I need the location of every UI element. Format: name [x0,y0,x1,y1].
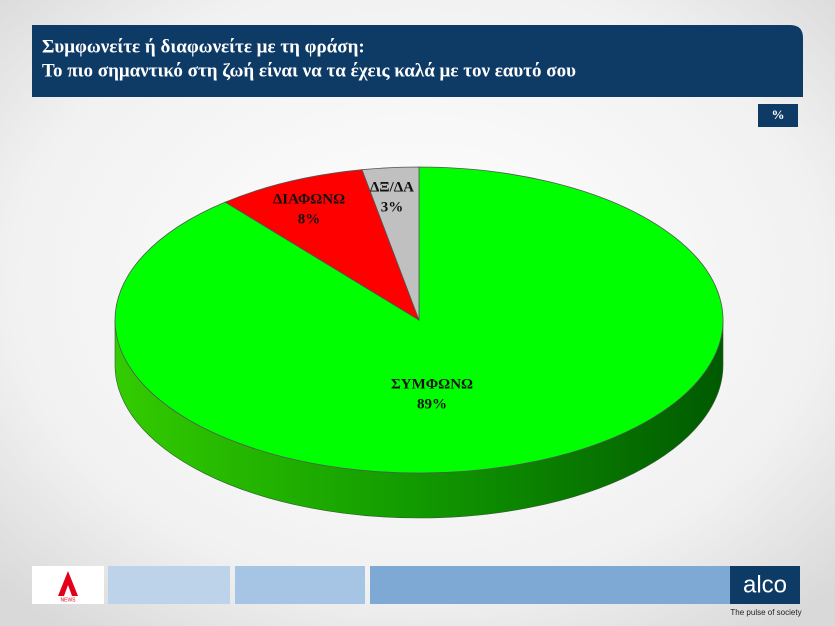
slice-value-label: 8% [298,211,321,227]
pie-slice [224,169,420,321]
chart-title: Συμφωνείτε ή διαφωνείτε με τη φράση: [42,36,365,57]
footer-band [108,566,230,604]
pie-slice [361,166,420,321]
title-banner [32,25,803,97]
unit-badge-text: % [772,107,785,122]
pie: ΣΥΜΦΩΝΩ 89% ΔΙΑΦΩΝΩ 8% ΔΞ/ΔΑ 3% [114,166,724,519]
news-logo-mark [58,571,78,596]
slice-value-label: 89% [417,396,447,412]
brand-logo: alco [743,571,787,598]
slice-value-label: 3% [381,199,404,215]
chart-subtitle: Το πιο σημαντικό στη ζωή είναι να τα έχε… [42,60,576,81]
footer-band [235,566,365,604]
slice-label: ΔΙΑΦΩΝΩ [273,191,345,207]
news-logo-text: NEWS [61,597,77,603]
brand-logo-box [730,566,800,604]
footer-band [370,566,730,604]
unit-badge [758,104,798,127]
slice-label: ΣΥΜΦΩΝΩ [391,376,473,392]
brand-tagline: The pulse of society [730,608,801,617]
slice-label: ΔΞ/ΔΑ [370,179,414,195]
